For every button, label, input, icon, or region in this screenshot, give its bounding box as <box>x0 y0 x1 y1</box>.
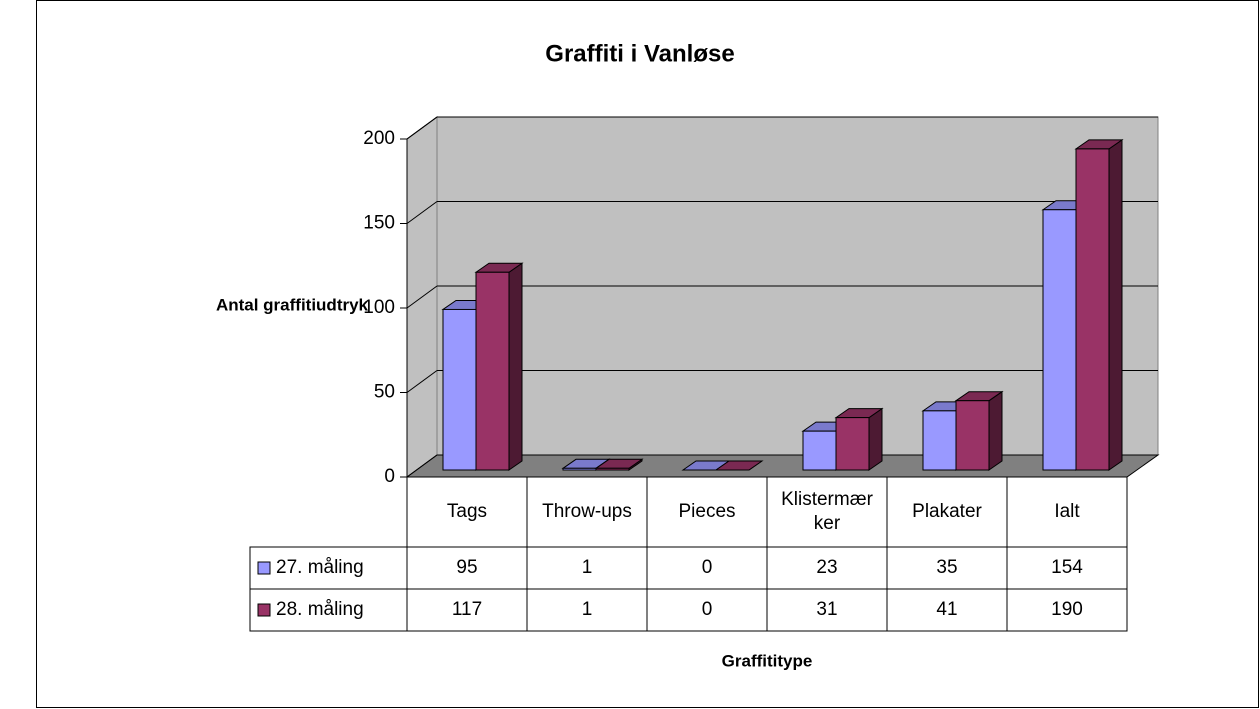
bar-side <box>868 407 883 471</box>
table-value: 1 <box>582 599 593 620</box>
grid-line <box>406 454 438 478</box>
table-value: 0 <box>702 557 713 578</box>
y-tick-label: 100 <box>363 297 395 318</box>
bar <box>1042 209 1077 471</box>
y-axis-label: Antal graffitiudtryk <box>216 295 369 314</box>
cell: Plakater <box>887 477 1007 547</box>
table-value: 35 <box>936 557 957 578</box>
grid-line <box>406 370 438 393</box>
grid-line <box>406 285 438 309</box>
bar <box>835 417 870 471</box>
legend-label: 27. måling <box>276 557 364 578</box>
x-tick-label: Throw-ups <box>542 501 632 522</box>
bar-side <box>508 262 523 471</box>
y-axis <box>406 116 438 140</box>
bar <box>802 430 837 471</box>
x-tick-label: Tags <box>446 501 488 522</box>
category-cell: Klistermærker <box>767 477 887 547</box>
table-value: 117 <box>452 599 482 620</box>
x-tick-label: Ialt <box>1054 501 1080 522</box>
cell: Klistermærker <box>767 477 887 547</box>
x-tick-label: Plakater <box>912 501 982 522</box>
category-cell: Throw-ups <box>527 477 647 547</box>
category-cell: Tags <box>407 477 527 547</box>
table-value: 154 <box>1051 557 1083 578</box>
bar <box>562 467 597 471</box>
category-cell: Plakater <box>887 477 1007 547</box>
cell: Tags <box>407 477 527 547</box>
table-value: 0 <box>702 599 713 620</box>
table-value: 23 <box>816 557 837 578</box>
grid-line <box>406 201 438 224</box>
legend-key <box>257 561 271 575</box>
x-tick-label: Klistermærker <box>781 489 873 534</box>
table-value: 31 <box>816 599 837 620</box>
cell: Throw-ups <box>527 477 647 547</box>
table-value: 190 <box>1051 599 1083 620</box>
bar-top <box>714 460 764 471</box>
y-tick-label: 0 <box>384 466 395 487</box>
table-value: 41 <box>936 599 957 620</box>
bar <box>922 410 957 471</box>
x-tick-label: Pieces <box>678 501 736 522</box>
category-cell: Pieces <box>647 477 767 547</box>
legend-label: 28. måling <box>276 599 364 620</box>
chart-title: Graffiti i Vanløse <box>545 40 734 67</box>
category-cell: Ialt <box>1007 477 1127 547</box>
cell: Pieces <box>647 477 767 547</box>
x-axis-label: Graffititype <box>722 651 813 670</box>
bar-side <box>988 390 1003 471</box>
bar <box>955 400 990 471</box>
y-tick-label: 150 <box>363 213 395 234</box>
bar <box>1075 148 1110 471</box>
table-value: 1 <box>582 557 593 578</box>
cell: Ialt <box>1007 477 1127 547</box>
bar <box>442 308 477 471</box>
bar <box>595 467 630 471</box>
y-tick-label: 200 <box>363 128 395 149</box>
legend-key <box>257 603 271 617</box>
bar-side <box>1108 138 1123 471</box>
y-tick-label: 50 <box>374 382 395 403</box>
table-value: 95 <box>456 557 477 578</box>
bar <box>475 271 510 471</box>
